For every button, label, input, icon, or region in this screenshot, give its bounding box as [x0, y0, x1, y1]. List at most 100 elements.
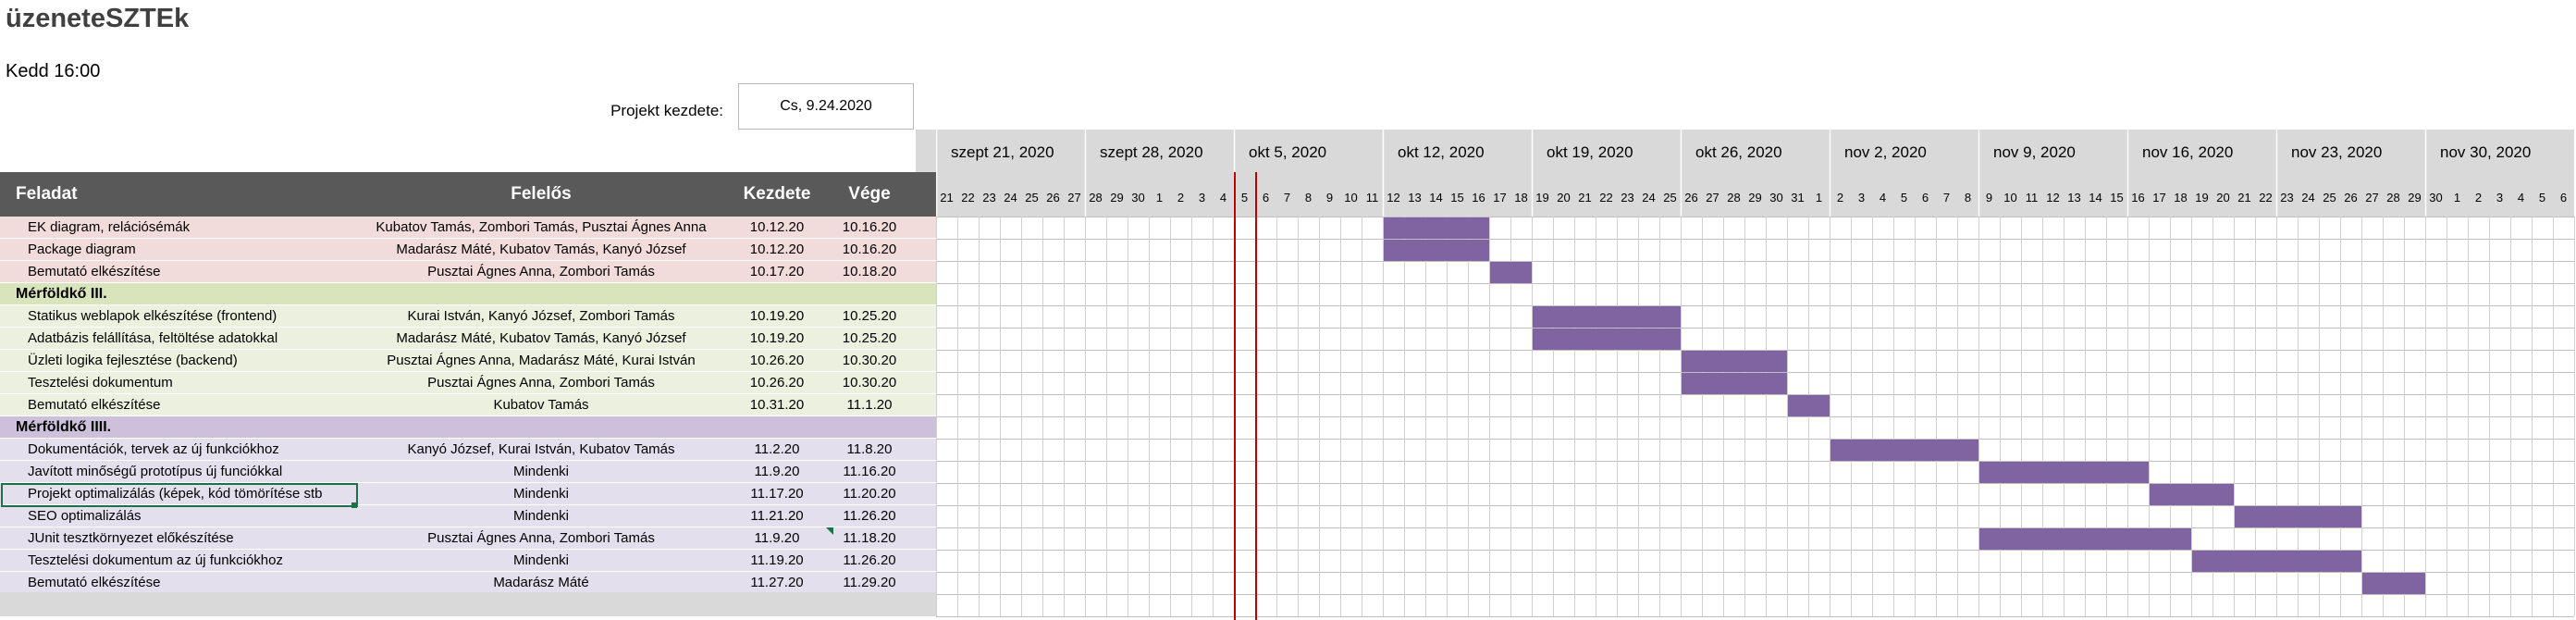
header-task[interactable]: Feladat: [16, 184, 78, 204]
day-label: 3: [1858, 191, 1865, 205]
task-name[interactable]: EK diagram, relációsémák: [28, 219, 191, 235]
task-row[interactable]: Projekt optimalizálás (képek, kód tömörí…: [0, 483, 936, 505]
header-end[interactable]: Vége: [848, 184, 891, 204]
task-start-date[interactable]: 10.19.20: [749, 308, 805, 324]
task-end-date[interactable]: 11.29.20: [843, 575, 896, 590]
task-name[interactable]: Tesztelési dokumentum az új funkciókhoz: [28, 552, 283, 568]
header-start[interactable]: Kezdete: [743, 184, 811, 204]
week-label: nov 9, 2020: [1993, 143, 2076, 161]
task-responsible[interactable]: Kurai István, Kanyó József, Zombori Tamá…: [407, 308, 675, 324]
task-end-date[interactable]: 11.8.20: [846, 441, 893, 457]
milestone-title[interactable]: Mérföldkő III.: [16, 286, 107, 302]
task-row[interactable]: Tesztelési dokumentum Pusztai Ágnes Anna,…: [0, 372, 936, 394]
task-start-date[interactable]: 10.26.20: [749, 353, 805, 368]
task-end-date[interactable]: 11.20.20: [843, 486, 896, 502]
day-label: 4: [2518, 191, 2524, 205]
day-label: 1: [1156, 191, 1163, 205]
task-end-date[interactable]: 10.18.20: [842, 264, 897, 279]
task-name[interactable]: Adatbázis felállítása, feltöltése adatok…: [28, 330, 278, 346]
task-name[interactable]: Dokumentációk, tervek az új funkciókhoz: [28, 441, 279, 457]
task-responsible[interactable]: Madarász Máté, Kubatov Tamás, Kanyó Józs…: [396, 242, 686, 257]
task-end-date[interactable]: 11.1.20: [846, 397, 893, 413]
task-start-date[interactable]: 11.21.20: [750, 508, 804, 524]
task-responsible[interactable]: Kanyó József, Kurai István, Kubatov Tamá…: [407, 441, 675, 457]
task-row[interactable]: Bemutató elkészítése Madarász Máté 11.27.2…: [0, 572, 936, 594]
task-name[interactable]: JUnit tesztkörnyezet előkészítése: [28, 530, 234, 546]
task-row[interactable]: Üzleti logika fejlesztése (backend) Puszt…: [0, 350, 936, 372]
fill-handle[interactable]: [351, 502, 357, 508]
task-name[interactable]: Bemutató elkészítése: [28, 264, 161, 279]
task-end-date[interactable]: 10.30.20: [842, 375, 897, 391]
task-start-date[interactable]: 11.9.20: [754, 530, 800, 546]
week-label: okt 26, 2020: [1695, 143, 1782, 161]
milestone-row[interactable]: Mérföldkő IIII.: [0, 416, 936, 439]
task-start-date[interactable]: 11.19.20: [750, 552, 804, 568]
task-start-date[interactable]: 10.31.20: [749, 397, 805, 413]
task-responsible[interactable]: Mindenki: [512, 486, 570, 502]
task-start-date[interactable]: 11.9.20: [754, 464, 800, 479]
week-label: nov 30, 2020: [2440, 143, 2531, 161]
day-label: 28: [1089, 191, 1102, 205]
task-end-date[interactable]: 10.16.20: [842, 219, 897, 235]
task-row[interactable]: Adatbázis felállítása, feltöltése adatok…: [0, 328, 936, 350]
task-responsible[interactable]: Mindenki: [512, 508, 570, 524]
task-responsible[interactable]: Kubatov Tamás, Zombori Tamás, Pusztai Ág…: [376, 219, 707, 235]
task-start-date[interactable]: 10.26.20: [749, 375, 805, 391]
task-name[interactable]: Javított minőségű prototípus új funciókk…: [28, 464, 283, 479]
gantt-bar: [1533, 329, 1681, 350]
day-label: 28: [2386, 191, 2399, 205]
task-start-date[interactable]: 11.2.20: [754, 441, 800, 457]
task-responsible[interactable]: Mindenki: [512, 464, 570, 479]
task-end-date[interactable]: 10.25.20: [842, 330, 897, 346]
task-name[interactable]: Üzleti logika fejlesztése (backend): [28, 353, 238, 368]
task-row[interactable]: Package diagram Madarász Máté, Kubatov Ta…: [0, 239, 936, 261]
task-start-date[interactable]: 10.19.20: [749, 330, 805, 346]
task-row[interactable]: SEO optimalizálás Mindenki 11.21.20 11.26.2…: [0, 505, 936, 527]
milestone-title[interactable]: Mérföldkő IIII.: [16, 419, 112, 435]
task-responsible[interactable]: Madarász Máté, Kubatov Tamás, Kanyó Józs…: [396, 330, 686, 346]
task-end-date[interactable]: 11.26.20: [843, 508, 896, 524]
day-label: 26: [1684, 191, 1697, 205]
task-end-date[interactable]: 10.25.20: [842, 308, 897, 324]
task-responsible[interactable]: Pusztai Ágnes Anna, Zombori Tamás: [427, 375, 655, 391]
day-label: 7: [1943, 191, 1950, 205]
task-name[interactable]: Statikus weblapok elkészítése (frontend): [28, 308, 277, 324]
task-responsible[interactable]: Pusztai Ágnes Anna, Madarász Máté, Kurai…: [387, 353, 696, 368]
header-responsible[interactable]: Felelős: [511, 184, 572, 204]
day-label: 26: [2344, 191, 2357, 205]
task-end-date[interactable]: 10.16.20: [842, 242, 897, 257]
task-row[interactable]: Bemutató elkészítése Kubatov Tamás 10.31.2…: [0, 394, 936, 416]
task-row[interactable]: EK diagram, relációsémák Kubatov Tamás, Z…: [0, 217, 936, 239]
task-row[interactable]: Javított minőségű prototípus új funciókk…: [0, 461, 936, 483]
task-name[interactable]: Package diagram: [28, 242, 136, 257]
task-name[interactable]: Tesztelési dokumentum: [28, 375, 173, 391]
task-name[interactable]: Projekt optimalizálás (képek, kód tömörí…: [28, 486, 323, 502]
task-start-date[interactable]: 10.17.20: [749, 264, 805, 279]
gantt-bar: [1533, 306, 1681, 328]
day-label: 30: [2429, 191, 2442, 205]
task-end-date[interactable]: 10.30.20: [842, 353, 897, 368]
project-start-input[interactable]: Cs, 9.24.2020: [738, 83, 914, 130]
task-responsible[interactable]: Mindenki: [512, 552, 570, 568]
task-row[interactable]: Statikus weblapok elkészítése (frontend)…: [0, 305, 936, 328]
task-row[interactable]: Tesztelési dokumentum az új funkciókhoz M…: [0, 550, 936, 572]
gantt-bar: [1384, 240, 1489, 261]
task-name[interactable]: SEO optimalizálás: [28, 508, 142, 524]
task-end-date[interactable]: 11.18.20: [843, 530, 896, 546]
task-name[interactable]: Bemutató elkészítése: [28, 397, 161, 413]
task-end-date[interactable]: 11.16.20: [843, 464, 896, 479]
milestone-row[interactable]: Mérföldkő III.: [0, 283, 936, 305]
task-responsible[interactable]: Pusztai Ágnes Anna, Zombori Tamás: [427, 264, 655, 279]
task-start-date[interactable]: 10.12.20: [749, 219, 805, 235]
task-row[interactable]: JUnit tesztkörnyezet előkészítése Pusztai…: [0, 527, 936, 550]
task-start-date[interactable]: 10.12.20: [749, 242, 805, 257]
task-responsible[interactable]: Madarász Máté: [493, 575, 589, 590]
task-responsible[interactable]: Pusztai Ágnes Anna, Zombori Tamás: [427, 530, 655, 546]
task-responsible[interactable]: Kubatov Tamás: [493, 397, 589, 413]
task-start-date[interactable]: 11.27.20: [750, 575, 804, 590]
task-start-date[interactable]: 11.17.20: [750, 486, 804, 502]
task-row[interactable]: Dokumentációk, tervek az új funkciókhoz K…: [0, 439, 936, 461]
task-end-date[interactable]: 11.26.20: [843, 552, 896, 568]
task-row[interactable]: Bemutató elkészítése Pusztai Ágnes Anna, …: [0, 261, 936, 283]
task-name[interactable]: Bemutató elkészítése: [28, 575, 161, 590]
